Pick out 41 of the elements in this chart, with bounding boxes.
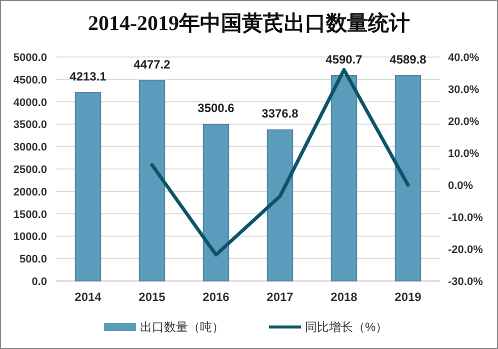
bar xyxy=(394,75,422,282)
data-label: 4589.8 xyxy=(390,52,427,66)
data-label: 3500.6 xyxy=(198,101,235,116)
y-tick-label: 2500.0 xyxy=(13,164,47,176)
y2-tick-label: 10.0% xyxy=(448,148,480,160)
data-label: 4213.1 xyxy=(70,69,107,84)
y-tick-label: 0.0 xyxy=(32,276,47,288)
y-tick-label: 1500.0 xyxy=(13,208,47,221)
y-tick-label: 500.0 xyxy=(19,254,47,266)
bar xyxy=(202,124,230,282)
bar xyxy=(330,75,358,282)
y-tick-label: 3500.0 xyxy=(13,119,47,132)
x-tick-label: 2017 xyxy=(266,290,294,304)
y2-tick-label: -20.0% xyxy=(448,244,484,256)
data-label: 4477.2 xyxy=(134,57,171,72)
y2-tick-label: 20.0% xyxy=(448,116,480,128)
legend-label: 出口数量（吨） xyxy=(140,320,224,334)
line-series xyxy=(150,68,410,257)
y2-tick-label: 30.0% xyxy=(448,84,480,96)
y-tick-label: 4000.0 xyxy=(13,96,47,109)
y2-tick-label: 0.0% xyxy=(448,180,474,192)
y-tick-label: 5000.0 xyxy=(13,52,47,64)
x-tick-label: 2015 xyxy=(138,290,166,304)
x-tick-label: 2016 xyxy=(202,290,230,304)
legend-label: 同比增长（%） xyxy=(305,320,388,334)
bar xyxy=(266,129,294,282)
bar xyxy=(74,92,102,282)
data-label: 4590.7 xyxy=(326,52,363,66)
y-tick-label: 1000.0 xyxy=(13,231,47,244)
data-label: 3376.8 xyxy=(262,106,299,121)
y-tick-label: 3000.0 xyxy=(13,142,47,154)
x-tick-label: 2019 xyxy=(394,290,422,304)
y2-tick-label: -30.0% xyxy=(448,276,484,288)
chart-title: 2014-2019年中国黄芪出口数量统计 xyxy=(88,11,410,35)
x-tick-label: 2018 xyxy=(330,290,358,304)
bar xyxy=(138,80,166,282)
y2-tick-label: 40.0% xyxy=(448,52,480,64)
y-tick-label: 4500.0 xyxy=(13,74,47,86)
x-tick-label: 2014 xyxy=(74,290,102,304)
y-tick-label: 2000.0 xyxy=(13,186,47,198)
y2-tick-label: -10.0% xyxy=(448,212,484,224)
